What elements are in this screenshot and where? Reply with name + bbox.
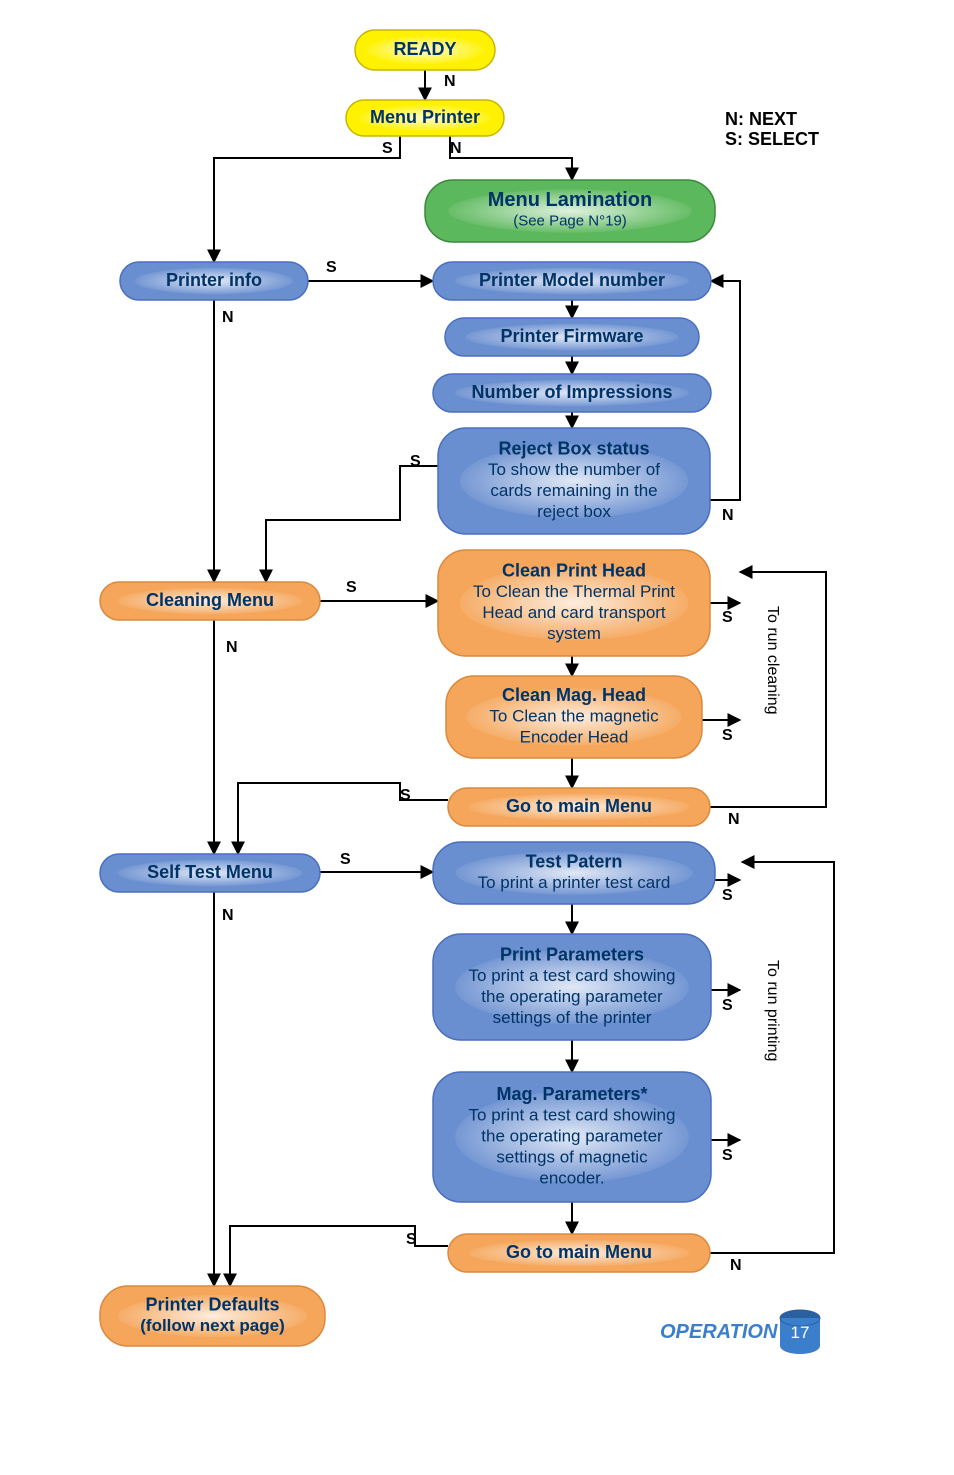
node-cleanMag-line-1: To Clean the magnetic xyxy=(489,706,659,725)
edge-label-17: S xyxy=(400,787,411,804)
edge-label-27: S xyxy=(406,1231,417,1248)
edge-label-3: S xyxy=(326,259,337,276)
node-testPattern: Test Patern To print a printer test card xyxy=(433,842,715,904)
node-cleanMag: Clean Mag. HeadTo Clean the magnetic Enco… xyxy=(446,676,702,758)
node-gotoMain2: Go to main Menu xyxy=(448,1234,710,1272)
flowchart-canvas: N S N S N N S S S S N N S S S S S N N S READY Menu Printer Men… xyxy=(0,0,954,1475)
node-selfTest: Self Test Menu xyxy=(100,854,320,892)
node-printParams-line-2: the operating parameter xyxy=(481,987,663,1006)
node-cleanMag-line-0: Clean Mag. Head xyxy=(502,685,646,705)
node-rejectBox-line-1: To show the number of xyxy=(488,460,660,479)
node-magParams-line-2: the operating parameter xyxy=(481,1126,663,1145)
sidenote-printing: To run printing xyxy=(764,960,781,1061)
node-printerDef-line-0: Printer Defaults xyxy=(145,1294,279,1314)
edge-label-15: N xyxy=(728,811,740,828)
node-rejectBox: Reject Box status To show the number of ca… xyxy=(438,428,710,534)
node-menuLam-line-1: (See Page N°19) xyxy=(513,212,627,229)
edge-label-10: S xyxy=(346,579,357,596)
node-firmware: Printer Firmware xyxy=(445,318,699,356)
sidenote-cleaning: To run cleaning xyxy=(764,606,781,715)
edge-label-24: S xyxy=(722,1147,733,1164)
node-ready: READY xyxy=(355,30,495,70)
edge-label-23: S xyxy=(722,997,733,1014)
node-menuPrinter: Menu Printer xyxy=(346,100,504,136)
node-impressions: Number of Impressions xyxy=(433,374,711,412)
node-gotoMain1: Go to main Menu xyxy=(448,788,710,826)
edge-label-14: S xyxy=(722,727,733,744)
node-magParams-line-4: encoder. xyxy=(539,1168,604,1187)
node-printParams: Print Parameters To print a test card sho… xyxy=(433,934,711,1040)
edge-label-1: S xyxy=(382,140,393,157)
node-magParams-line-3: settings of magnetic xyxy=(496,1147,648,1166)
node-printParams-line-0: Print Parameters xyxy=(500,944,644,964)
node-cleanPrint-line-3: system xyxy=(547,624,601,643)
node-printParams-line-3: settings of the printer xyxy=(493,1008,652,1027)
node-printerDef: Printer Defaults (follow next page) xyxy=(100,1286,325,1346)
node-impressions-line-0: Number of Impressions xyxy=(471,382,672,402)
node-cleaningMenu-line-0: Cleaning Menu xyxy=(146,590,274,610)
node-rejectBox-line-2: cards remaining in the xyxy=(490,481,657,500)
node-rejectBox-line-3: reject box xyxy=(537,502,611,521)
node-selfTest-line-0: Self Test Menu xyxy=(147,862,273,882)
edge-label-13: S xyxy=(722,609,733,626)
node-ready-line-0: READY xyxy=(393,39,456,59)
node-menuLam: Menu Lamination(See Page N°19) xyxy=(425,180,715,242)
page-number: 17 xyxy=(791,1323,810,1342)
edge-label-9: S xyxy=(410,453,421,470)
edge-label-22: S xyxy=(722,887,733,904)
node-magParams: Mag. Parameters*To print a test card sho… xyxy=(433,1072,711,1202)
edge-label-0: N xyxy=(444,73,456,90)
edge-label-25: N xyxy=(730,1257,742,1274)
node-rejectBox-line-0: Reject Box status xyxy=(498,438,649,458)
edge-label-7: N xyxy=(722,507,734,524)
edge-label-16: N xyxy=(226,639,238,656)
node-firmware-line-0: Printer Firmware xyxy=(500,326,643,346)
node-printerInfo-line-0: Printer info xyxy=(166,270,262,290)
node-model: Printer Model number xyxy=(433,262,711,300)
edge-label-26: N xyxy=(222,907,234,924)
edge-label-18: S xyxy=(340,851,351,868)
legend-next: N: NEXT xyxy=(725,109,797,129)
node-cleanPrint-line-0: Clean Print Head xyxy=(502,560,646,580)
legend-select: S: SELECT xyxy=(725,129,819,149)
node-gotoMain2-line-0: Go to main Menu xyxy=(506,1242,652,1262)
edge-label-2: N xyxy=(450,140,462,157)
node-menuPrinter-line-0: Menu Printer xyxy=(370,107,480,127)
node-model-line-0: Printer Model number xyxy=(479,270,665,290)
edge-label-8: N xyxy=(222,309,234,326)
footer-label: OPERATION xyxy=(660,1321,778,1343)
node-cleanPrint-line-1: To Clean the Thermal Print xyxy=(473,582,675,601)
node-printParams-line-1: To print a test card showing xyxy=(469,966,676,985)
node-gotoMain1-line-0: Go to main Menu xyxy=(506,796,652,816)
node-cleanPrint: Clean Print Head To Clean the Thermal Pri… xyxy=(438,550,710,656)
node-cleaningMenu: Cleaning Menu xyxy=(100,582,320,620)
node-menuLam-line-0: Menu Lamination xyxy=(488,189,652,211)
node-magParams-line-0: Mag. Parameters* xyxy=(496,1084,647,1104)
node-testPattern-line-1: To print a printer test card xyxy=(478,873,671,892)
node-testPattern-line-0: Test Patern xyxy=(526,851,623,871)
node-cleanMag-line-2: Encoder Head xyxy=(520,727,629,746)
node-printerInfo: Printer info xyxy=(120,262,308,300)
node-printerDef-line-1: (follow next page) xyxy=(140,1316,285,1335)
node-magParams-line-1: To print a test card showing xyxy=(469,1105,676,1124)
node-cleanPrint-line-2: Head and card transport xyxy=(482,603,666,622)
